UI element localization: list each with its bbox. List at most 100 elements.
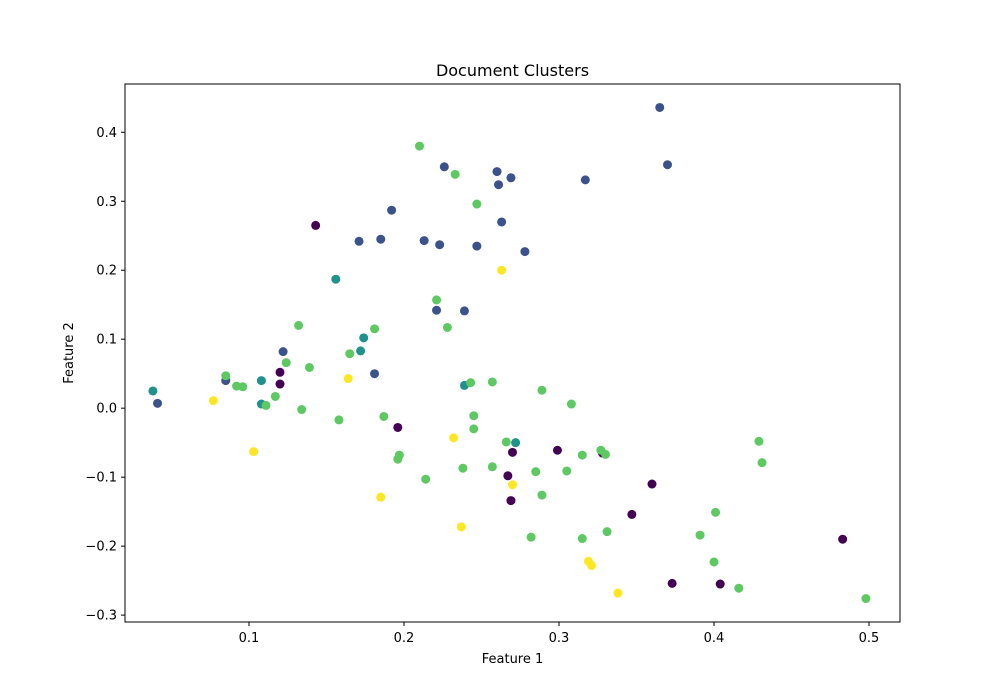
- scatter-point-cluster-1: [439, 162, 449, 172]
- scatter-point-cluster-0: [838, 534, 848, 544]
- scatter-point-cluster-4: [587, 560, 597, 570]
- plot-frame: [124, 83, 901, 623]
- scatter-point-cluster-4: [497, 265, 507, 275]
- scatter-point-cluster-2: [511, 438, 521, 448]
- scatter-point-cluster-3: [602, 527, 612, 537]
- scatter-point-cluster-4: [249, 447, 259, 457]
- scatter-point-cluster-1: [580, 175, 590, 185]
- scatter-point-cluster-3: [754, 436, 764, 446]
- scatter-point-cluster-3: [297, 405, 307, 415]
- scatter-point-cluster-3: [261, 400, 271, 410]
- scatter-point-cluster-3: [577, 450, 587, 460]
- y-tick-label: −0.1: [85, 471, 117, 486]
- y-tick-label: 0.1: [96, 333, 117, 348]
- scatter-point-cluster-3: [566, 399, 576, 409]
- scatter-point-cluster-3: [526, 532, 536, 542]
- scatter-point-cluster-1: [655, 102, 665, 112]
- scatter-point-cluster-3: [711, 507, 721, 517]
- scatter-point-cluster-1: [387, 205, 397, 215]
- scatter-point-cluster-3: [432, 295, 442, 305]
- scatter-point-cluster-2: [331, 274, 341, 284]
- scatter-point-cluster-3: [577, 534, 587, 544]
- scatter-point-cluster-1: [278, 347, 288, 357]
- scatter-point-cluster-1: [432, 305, 442, 315]
- scatter-point-cluster-3: [238, 382, 248, 392]
- scatter-point-cluster-0: [715, 579, 725, 589]
- scatter-point-cluster-1: [419, 236, 429, 246]
- scatter-point-cluster-4: [456, 522, 466, 532]
- scatter-point-cluster-1: [494, 180, 504, 190]
- scatter-point-cluster-0: [311, 220, 321, 230]
- scatter-point-cluster-3: [695, 530, 705, 540]
- scatter-point-cluster-1: [370, 369, 380, 379]
- scatter-point-cluster-3: [450, 169, 460, 179]
- data-points: [148, 102, 871, 604]
- scatter-point-cluster-3: [487, 462, 497, 472]
- scatter-point-cluster-3: [270, 391, 280, 401]
- scatter-point-cluster-4: [343, 374, 353, 384]
- y-tick-label: −0.2: [85, 540, 117, 555]
- scatter-point-cluster-3: [281, 358, 291, 368]
- scatter-point-cluster-3: [469, 411, 479, 421]
- y-tick-label: 0.0: [96, 402, 117, 417]
- scatter-point-cluster-3: [537, 385, 547, 395]
- scatter-point-cluster-4: [508, 480, 517, 490]
- scatter-point-cluster-0: [667, 578, 677, 588]
- scatter-point-cluster-1: [354, 236, 364, 246]
- scatter-point-cluster-4: [376, 492, 386, 502]
- scatter-point-cluster-3: [415, 141, 424, 151]
- scatter-point-cluster-1: [459, 306, 469, 316]
- x-axis-label: Feature 1: [482, 652, 544, 667]
- y-tick-label: 0.2: [96, 264, 117, 279]
- scatter-point-cluster-1: [663, 160, 672, 170]
- scatter-point-cluster-3: [379, 411, 389, 421]
- scatter-point-cluster-1: [435, 240, 445, 250]
- scatter-point-cluster-4: [449, 433, 459, 443]
- scatter-point-cluster-3: [487, 377, 497, 387]
- x-tick-label: 0.4: [704, 631, 725, 646]
- y-tick-label: 0.4: [96, 126, 117, 141]
- scatter-point-cluster-2: [256, 376, 266, 386]
- scatter-point-cluster-3: [394, 450, 404, 460]
- scatter-point-cluster-4: [208, 396, 218, 406]
- scatter-point-cluster-1: [492, 167, 502, 177]
- scatter-point-cluster-3: [501, 437, 511, 447]
- scatter-point-cluster-0: [508, 447, 517, 457]
- scatter-point-cluster-3: [221, 371, 231, 381]
- y-tick-label: −0.3: [85, 609, 117, 624]
- scatter-point-cluster-3: [294, 320, 304, 330]
- scatter-point-cluster-3: [601, 449, 610, 459]
- scatter-point-cluster-1: [506, 173, 516, 183]
- scatter-point-cluster-0: [552, 445, 562, 455]
- scatter-point-cluster-2: [148, 386, 158, 396]
- scatter-point-cluster-3: [458, 463, 468, 473]
- scatter-point-cluster-0: [647, 479, 657, 489]
- scatter-point-cluster-2: [359, 333, 369, 343]
- scatter-point-cluster-3: [861, 594, 871, 604]
- scatter-point-cluster-0: [506, 496, 516, 506]
- scatter-point-cluster-0: [275, 367, 285, 377]
- scatter-point-cluster-3: [562, 466, 572, 476]
- scatter-point-cluster-3: [531, 467, 541, 477]
- y-axis-label: Feature 2: [62, 322, 77, 384]
- scatter-point-cluster-3: [734, 583, 744, 593]
- scatter-point-cluster-0: [503, 471, 513, 481]
- scatter-point-cluster-3: [345, 349, 355, 359]
- scatter-point-cluster-3: [709, 557, 719, 567]
- x-tick-label: 0.3: [549, 631, 570, 646]
- scatter-point-cluster-1: [497, 217, 507, 227]
- scatter-point-cluster-3: [442, 322, 452, 332]
- scatter-point-cluster-0: [275, 379, 285, 389]
- y-tick-label: 0.3: [96, 195, 117, 210]
- scatter-point-cluster-1: [376, 234, 386, 244]
- scatter-point-cluster-3: [469, 424, 479, 434]
- scatter-point-cluster-3: [370, 324, 380, 334]
- scatter-point-cluster-0: [627, 509, 637, 519]
- x-tick-label: 0.2: [394, 631, 415, 646]
- scatter-point-cluster-3: [304, 362, 314, 372]
- scatter-point-cluster-2: [356, 346, 366, 356]
- scatter-point-cluster-1: [520, 247, 530, 257]
- x-tick-label: 0.1: [239, 631, 260, 646]
